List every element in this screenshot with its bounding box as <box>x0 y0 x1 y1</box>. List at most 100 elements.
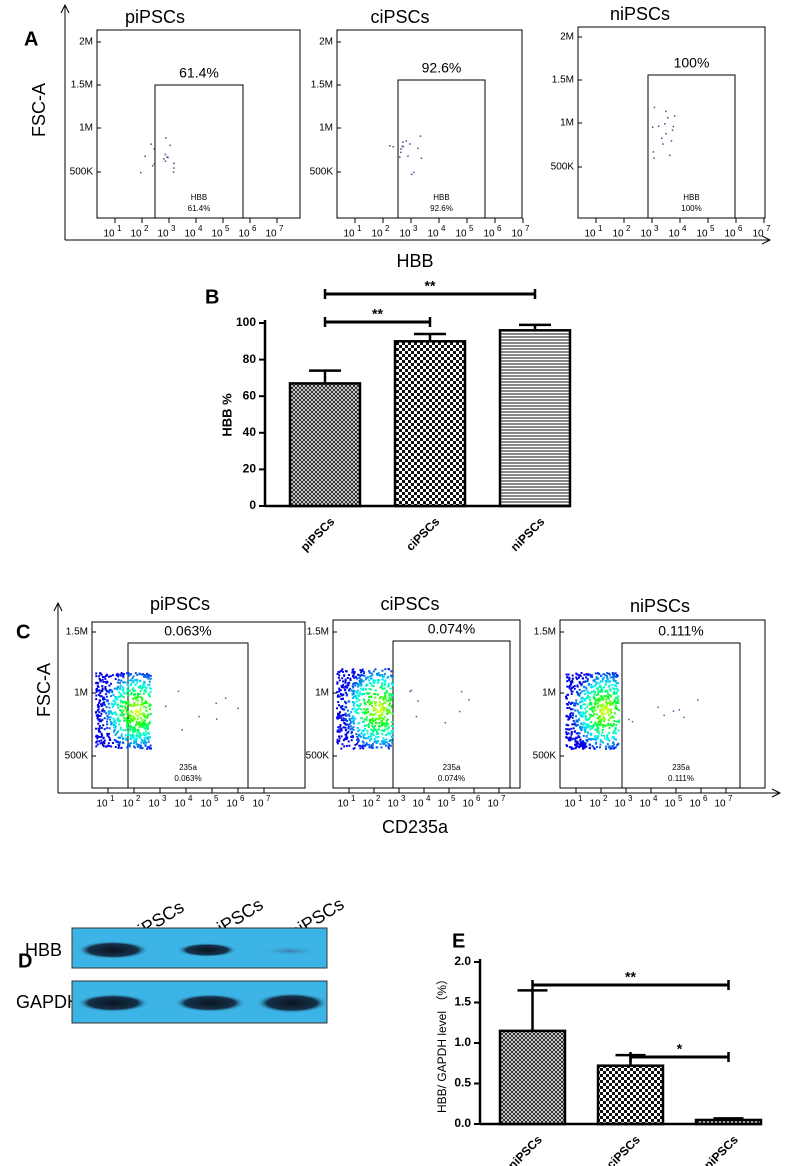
density-dot <box>340 694 343 697</box>
density-dot <box>112 717 115 720</box>
density-dot <box>122 672 125 675</box>
density-dot <box>375 730 378 733</box>
density-dot <box>126 721 129 724</box>
density-dot <box>346 686 349 689</box>
density-dot <box>365 742 368 745</box>
density-dot <box>98 740 101 743</box>
density-dot <box>340 714 343 717</box>
density-dot <box>122 713 125 716</box>
density-dot <box>337 726 340 729</box>
density-dot <box>587 682 590 685</box>
density-dot <box>609 708 612 711</box>
density-dot <box>598 719 601 722</box>
density-dot <box>372 679 375 682</box>
density-dot <box>365 711 368 714</box>
density-dot <box>340 735 343 738</box>
density-dot <box>361 729 364 732</box>
density-dot <box>122 676 125 679</box>
density-dot <box>122 688 125 691</box>
density-dot <box>391 735 394 738</box>
density-dot <box>114 733 117 736</box>
density-dot <box>572 727 575 730</box>
x-tick-label: 10 <box>211 229 223 240</box>
density-dot <box>98 678 101 681</box>
density-dot <box>576 692 579 695</box>
density-dot <box>369 713 372 716</box>
gate-percent-small: 0.074% <box>438 774 465 783</box>
density-dot <box>363 672 366 675</box>
x-tick-exponent: 1 <box>117 224 122 233</box>
y-tick-label: 0.0 <box>454 1116 471 1130</box>
density-dot <box>342 714 345 717</box>
density-dot <box>341 708 344 711</box>
density-dot <box>568 687 571 690</box>
density-dot <box>577 735 580 738</box>
density-dot <box>603 737 606 740</box>
density-dot <box>120 735 123 738</box>
density-dot <box>337 704 340 707</box>
density-dot <box>572 723 575 726</box>
y-tick-label: 500K <box>70 167 94 178</box>
density-dot <box>118 741 121 744</box>
density-dot <box>592 707 595 710</box>
density-dot <box>345 735 348 738</box>
density-dot <box>95 714 98 717</box>
density-dot <box>104 680 107 683</box>
density-dot <box>369 682 372 685</box>
density-dot <box>131 679 134 682</box>
x-tick-label: 10 <box>614 799 626 810</box>
density-dot <box>597 699 600 702</box>
density-dot <box>147 732 150 735</box>
density-dot <box>590 721 593 724</box>
density-dot <box>570 727 573 730</box>
density-dot <box>343 745 346 748</box>
density-dot <box>605 735 608 738</box>
density-dot <box>339 711 342 714</box>
event-dot <box>164 160 167 162</box>
density-dot <box>390 706 393 709</box>
density-dot <box>143 674 146 677</box>
density-dot <box>384 701 387 704</box>
x-tick-label: 10 <box>265 229 277 240</box>
event-dot <box>165 137 167 139</box>
density-dot <box>579 711 582 714</box>
density-dot <box>575 720 578 723</box>
density-dot <box>596 702 599 705</box>
density-dot <box>617 742 620 745</box>
density-dot <box>357 739 360 742</box>
density-dot <box>126 723 129 726</box>
density-dot <box>370 719 373 722</box>
density-dot <box>114 701 117 704</box>
x-tick-label: 10 <box>343 229 355 240</box>
density-dot <box>377 674 380 677</box>
gate-name: 235a <box>443 763 461 772</box>
density-dot <box>567 673 570 676</box>
density-dot <box>143 682 146 685</box>
density-dot <box>128 717 131 720</box>
density-dot <box>148 680 151 683</box>
event-dot <box>663 714 665 717</box>
density-dot <box>613 719 616 722</box>
density-dot <box>96 709 99 712</box>
event-dot <box>409 690 411 693</box>
density-dot <box>606 734 609 737</box>
density-dot <box>139 716 142 719</box>
bar <box>498 329 572 508</box>
event-dot <box>172 171 175 173</box>
density-dot <box>375 729 378 732</box>
panel-label: B <box>205 286 219 308</box>
density-dot <box>368 679 371 682</box>
density-dot <box>347 684 350 687</box>
density-dot <box>608 680 611 683</box>
density-dot <box>355 711 358 714</box>
density-dot <box>137 728 140 731</box>
density-dot <box>121 694 124 697</box>
density-dot <box>606 743 609 746</box>
density-dot <box>365 692 368 695</box>
event-dot <box>153 163 155 165</box>
density-dot <box>384 692 387 695</box>
density-dot <box>370 738 373 741</box>
density-dot <box>344 701 347 704</box>
density-dot <box>373 738 376 741</box>
density-dot <box>571 686 574 689</box>
